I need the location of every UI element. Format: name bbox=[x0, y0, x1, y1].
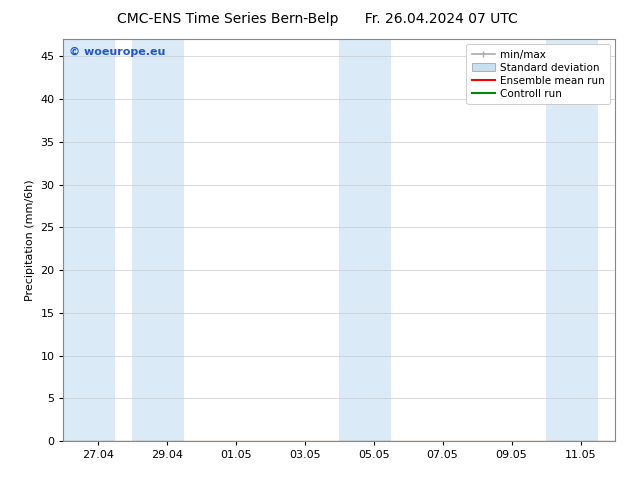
Text: © woeurope.eu: © woeurope.eu bbox=[69, 47, 165, 57]
Y-axis label: Precipitation (mm/6h): Precipitation (mm/6h) bbox=[25, 179, 35, 301]
Bar bbox=[546, 39, 598, 441]
Legend: min/max, Standard deviation, Ensemble mean run, Controll run: min/max, Standard deviation, Ensemble me… bbox=[467, 45, 610, 104]
Bar bbox=[133, 39, 184, 441]
Bar bbox=[339, 39, 391, 441]
Text: CMC-ENS Time Series Bern-Belp      Fr. 26.04.2024 07 UTC: CMC-ENS Time Series Bern-Belp Fr. 26.04.… bbox=[117, 12, 517, 26]
Bar bbox=[63, 39, 115, 441]
